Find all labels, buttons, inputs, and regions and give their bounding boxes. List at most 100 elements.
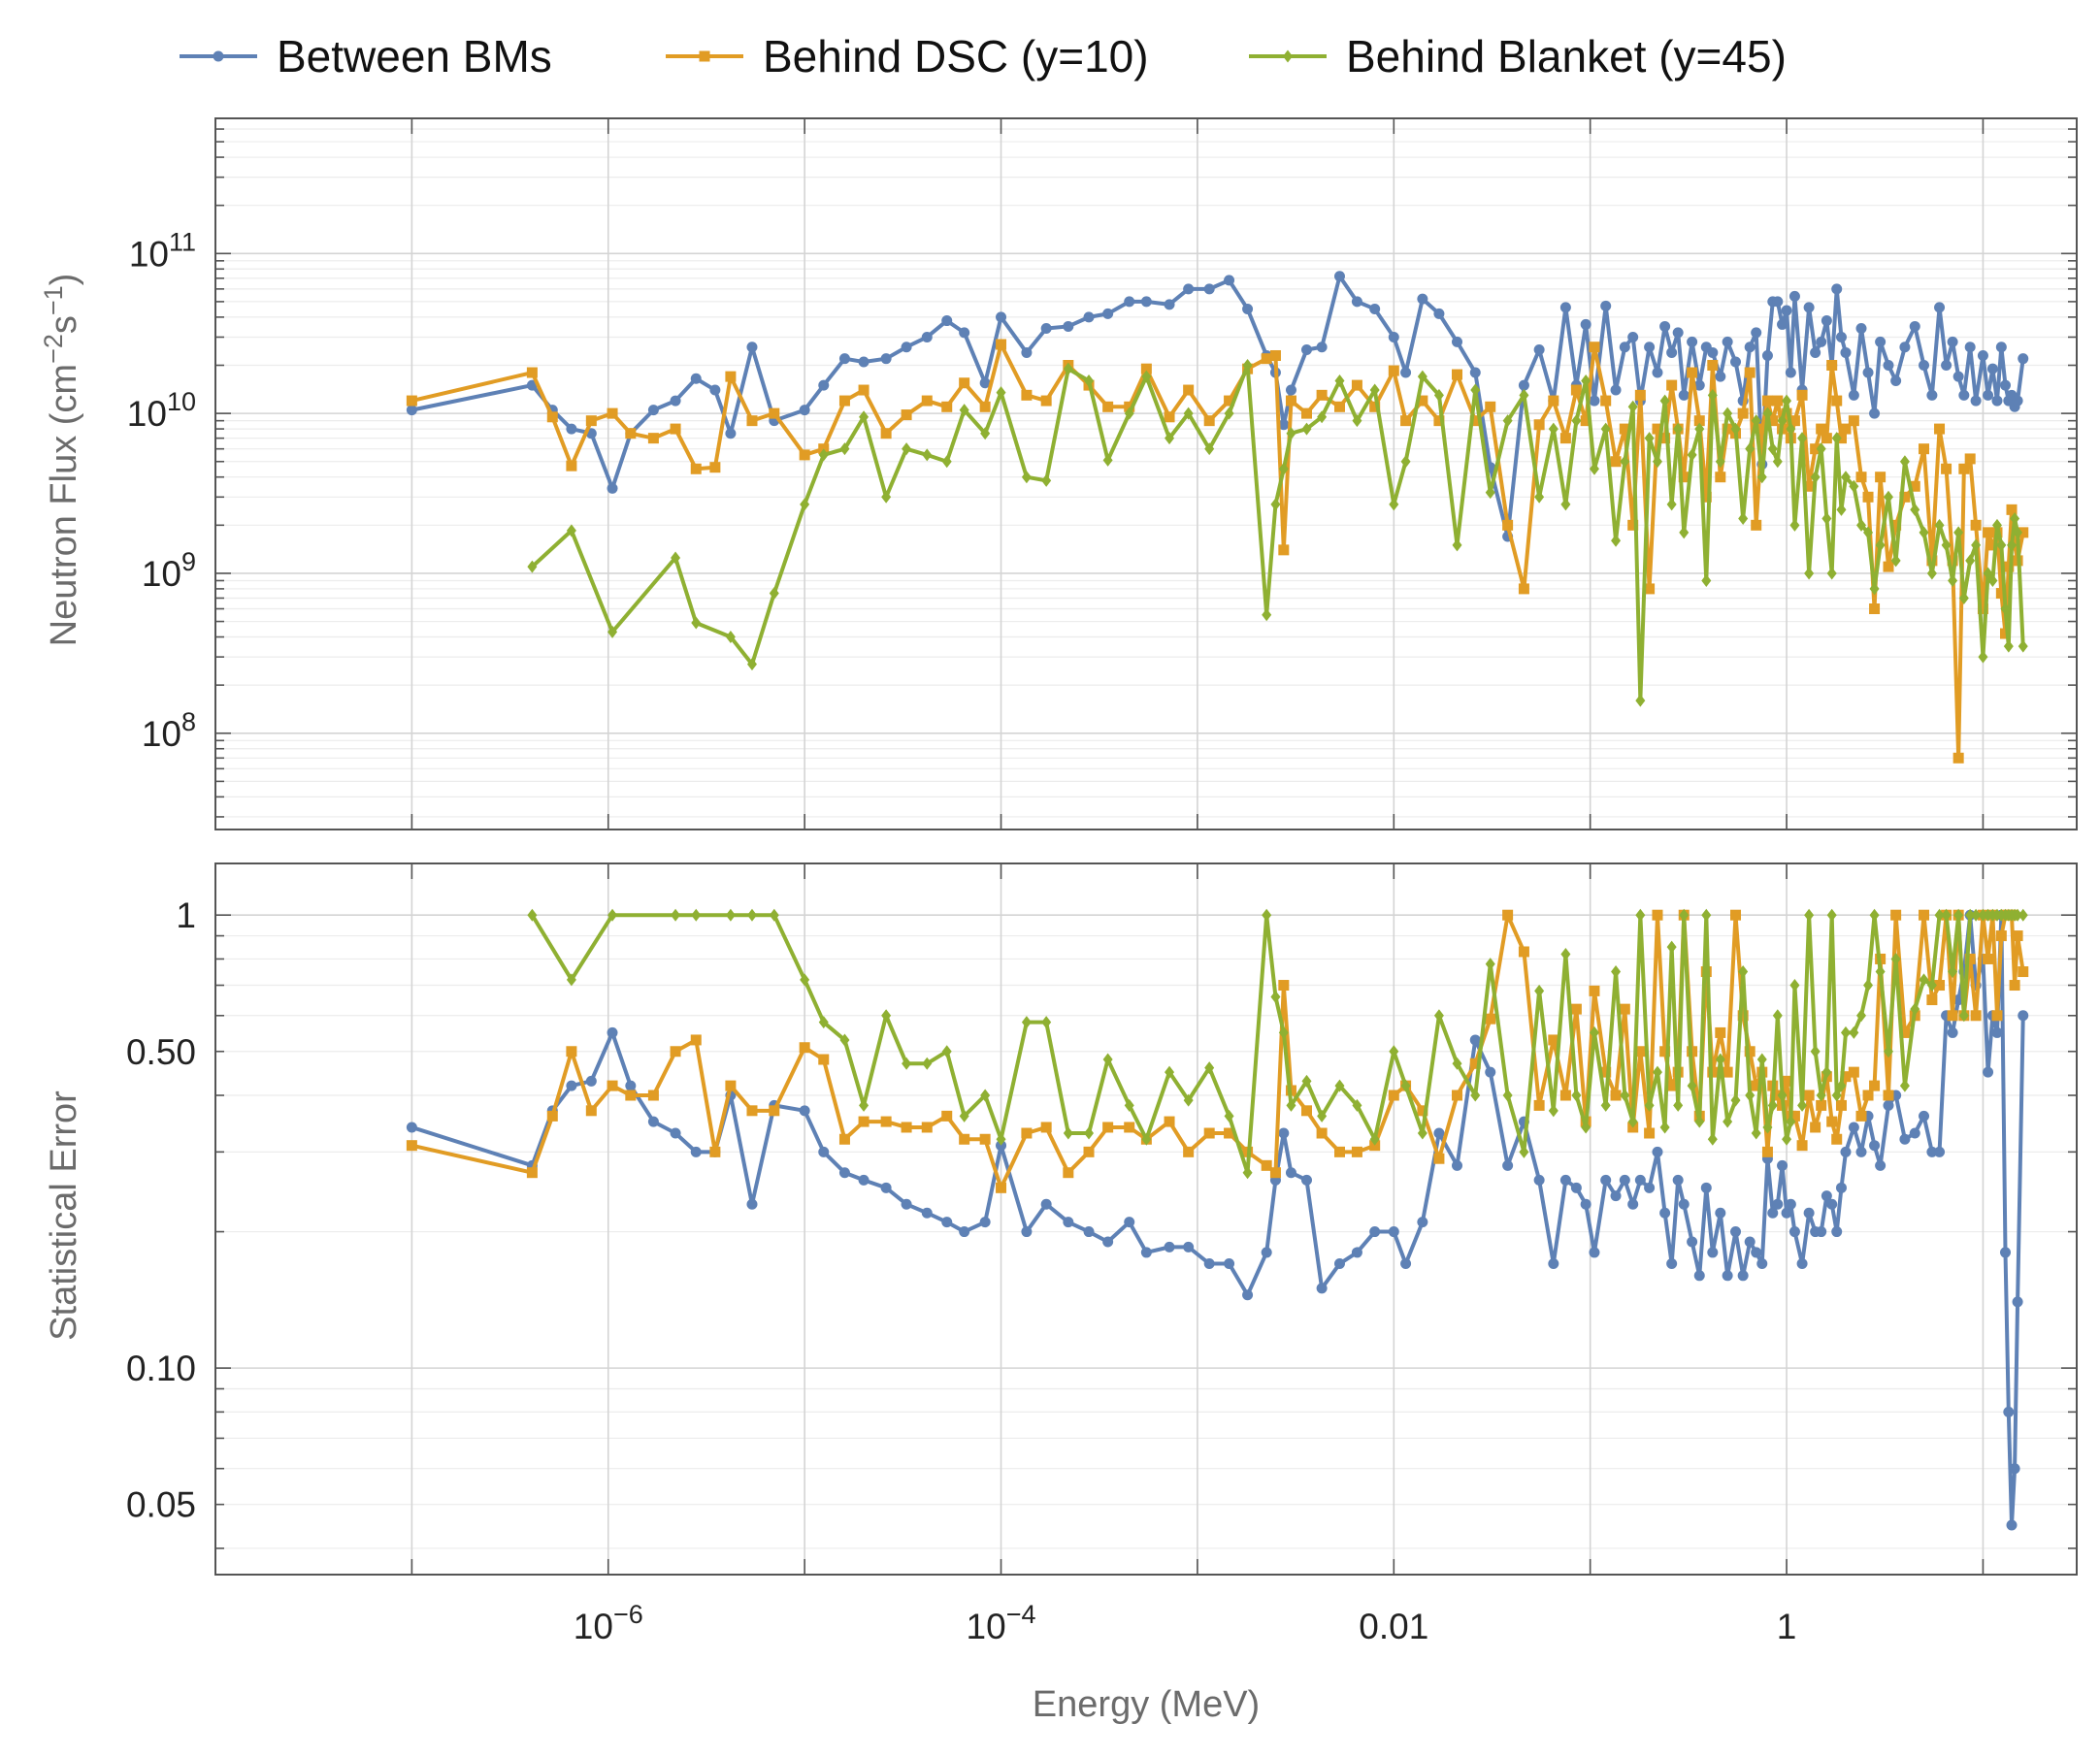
data-point bbox=[1452, 538, 1462, 552]
data-point bbox=[1745, 1089, 1755, 1102]
data-point bbox=[1926, 994, 1938, 1006]
data-point bbox=[1803, 1207, 1815, 1219]
data-point bbox=[1278, 980, 1290, 992]
data-point bbox=[1831, 395, 1843, 407]
data-point bbox=[1953, 526, 1964, 539]
data-point bbox=[566, 524, 576, 537]
data-point bbox=[1316, 342, 1328, 353]
data-point bbox=[2013, 526, 2023, 539]
data-point bbox=[941, 401, 953, 412]
flux-y-tick-label: 108 bbox=[142, 707, 196, 754]
data-point bbox=[1400, 415, 1412, 427]
data-point bbox=[1040, 1122, 1052, 1133]
data-point bbox=[1203, 1127, 1215, 1139]
data-point bbox=[1751, 1247, 1762, 1258]
data-point bbox=[709, 1146, 721, 1157]
data-point bbox=[1666, 498, 1677, 511]
data-point bbox=[1301, 422, 1312, 436]
data-point bbox=[1991, 1026, 2003, 1038]
data-point bbox=[1485, 401, 1496, 412]
data-point bbox=[1644, 342, 1656, 353]
data-point bbox=[1519, 388, 1529, 402]
data-point bbox=[1285, 1167, 1296, 1179]
data-point bbox=[1948, 573, 1958, 587]
data-point bbox=[1785, 1198, 1796, 1210]
data-point bbox=[1788, 290, 1800, 302]
data-point bbox=[1635, 908, 1646, 922]
data-point bbox=[1983, 527, 1994, 538]
data-point bbox=[1469, 1034, 1481, 1046]
data-point bbox=[1580, 318, 1591, 330]
data-point bbox=[1999, 628, 2011, 639]
data-point bbox=[1826, 1198, 1838, 1210]
data-point bbox=[1262, 908, 1272, 922]
data-point bbox=[1634, 1046, 1646, 1057]
data-point bbox=[1021, 1226, 1033, 1238]
error-grid bbox=[214, 863, 2077, 1575]
data-point bbox=[566, 1046, 577, 1057]
data-point bbox=[1502, 1159, 1514, 1171]
data-point bbox=[1278, 462, 1289, 475]
data-point bbox=[1269, 1167, 1281, 1179]
data-point bbox=[1730, 1226, 1742, 1238]
data-point bbox=[1270, 990, 1281, 1003]
data-point bbox=[1772, 395, 1784, 407]
data-point bbox=[2003, 1406, 2015, 1417]
data-point bbox=[1369, 401, 1381, 412]
data-point bbox=[1840, 346, 1852, 358]
data-point bbox=[1124, 1217, 1135, 1228]
data-point bbox=[1534, 490, 1545, 504]
data-point bbox=[1560, 498, 1571, 511]
data-point bbox=[2003, 639, 2014, 653]
data-point bbox=[1855, 323, 1867, 335]
data-point bbox=[1224, 407, 1234, 420]
data-point bbox=[1124, 296, 1135, 308]
data-point bbox=[1400, 455, 1411, 469]
data-point bbox=[1788, 1226, 1800, 1238]
data-point bbox=[959, 1109, 969, 1123]
data-point bbox=[901, 1198, 912, 1210]
data-point bbox=[1417, 1126, 1427, 1140]
data-point bbox=[1351, 296, 1362, 308]
data-point bbox=[647, 405, 659, 416]
legend-label: Behind DSC (y=10) bbox=[763, 31, 1149, 81]
data-point bbox=[1369, 383, 1380, 397]
data-point bbox=[1666, 1258, 1678, 1270]
data-point bbox=[1666, 346, 1678, 358]
error-y-axis-label: Statistical Error bbox=[44, 1090, 84, 1341]
flux-y-axis-label: Neutron Flux (cm−2s−1) bbox=[39, 274, 84, 647]
data-point bbox=[2018, 353, 2029, 365]
data-point bbox=[2013, 908, 2023, 922]
data-point bbox=[1869, 603, 1881, 615]
data-point bbox=[1796, 1258, 1808, 1270]
data-point bbox=[1619, 423, 1630, 435]
data-point bbox=[922, 448, 933, 462]
data-point bbox=[1869, 1140, 1881, 1152]
data-point bbox=[2012, 1296, 2023, 1308]
data-point bbox=[959, 1133, 970, 1145]
data-point bbox=[818, 448, 829, 462]
data-point bbox=[1102, 308, 1114, 319]
data-point bbox=[1644, 432, 1655, 445]
data-point bbox=[1840, 423, 1852, 435]
data-point bbox=[1469, 367, 1481, 378]
data-point bbox=[566, 460, 577, 472]
data-point bbox=[607, 482, 618, 494]
data-point bbox=[1941, 463, 1952, 474]
data-point bbox=[1756, 1053, 1767, 1066]
data-point bbox=[858, 356, 870, 368]
data-point bbox=[1934, 980, 1946, 992]
data-point bbox=[1804, 567, 1815, 580]
data-point bbox=[1965, 554, 1976, 568]
data-point bbox=[1796, 1140, 1808, 1152]
error-series bbox=[406, 908, 2029, 1531]
data-point bbox=[1953, 908, 1964, 922]
data-point bbox=[1672, 1174, 1684, 1186]
data-point bbox=[1102, 1053, 1113, 1066]
data-point bbox=[1772, 1198, 1784, 1210]
series-behind-dsc-y-10 bbox=[406, 339, 2029, 764]
data-point bbox=[1869, 1080, 1881, 1091]
data-point bbox=[1611, 965, 1622, 979]
data-point bbox=[1883, 490, 1893, 504]
data-point bbox=[1352, 414, 1362, 428]
